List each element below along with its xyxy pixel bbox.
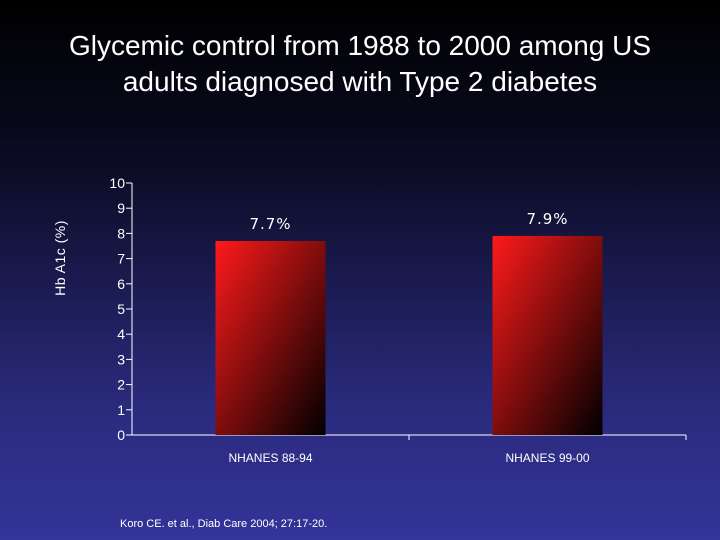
y-tick-label: 10 — [109, 175, 125, 191]
citation: Koro CE. et al., Diab Care 2004; 27:17-2… — [120, 518, 328, 530]
y-tick-label: 8 — [117, 225, 125, 241]
x-category-label: NHANES 99-00 — [505, 451, 589, 465]
x-category-label: NHANES 88-94 — [228, 451, 312, 465]
y-tick-label: 0 — [117, 427, 125, 443]
y-tick-label: 5 — [117, 301, 125, 317]
y-tick-label: 3 — [117, 351, 125, 367]
y-tick-label: 9 — [117, 200, 125, 216]
y-tick-label: 1 — [117, 402, 125, 418]
slide-title: Glycemic control from 1988 to 2000 among… — [68, 30, 652, 97]
y-tick-label: 6 — [117, 276, 125, 292]
y-tick-label: 4 — [117, 326, 125, 342]
bar — [215, 240, 326, 435]
bar — [492, 235, 603, 435]
data-label: 7.7% — [249, 215, 291, 233]
data-label: 7.9% — [526, 210, 568, 228]
y-tick-label: 2 — [117, 377, 125, 393]
y-tick-label: 7 — [117, 251, 125, 267]
